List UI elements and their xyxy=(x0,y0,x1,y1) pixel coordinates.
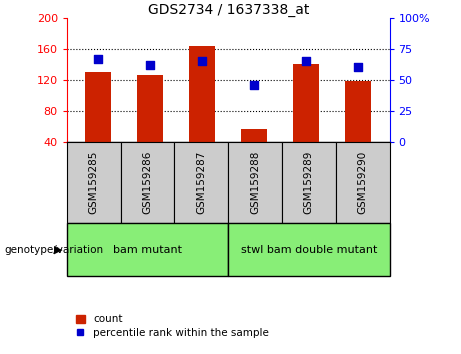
Point xyxy=(147,62,154,68)
Bar xyxy=(85,72,111,142)
Title: GDS2734 / 1637338_at: GDS2734 / 1637338_at xyxy=(148,3,309,17)
Bar xyxy=(228,142,282,223)
Text: GSM159290: GSM159290 xyxy=(358,151,368,214)
Bar xyxy=(67,142,121,223)
Text: GSM159286: GSM159286 xyxy=(142,150,153,214)
Bar xyxy=(67,223,228,276)
Text: GSM159288: GSM159288 xyxy=(250,150,260,214)
Bar xyxy=(189,46,215,142)
Text: GSM159285: GSM159285 xyxy=(89,150,99,214)
Point xyxy=(199,58,206,64)
Point xyxy=(95,56,102,62)
Text: stwl bam double mutant: stwl bam double mutant xyxy=(241,245,377,255)
Bar xyxy=(121,142,174,223)
Point xyxy=(302,58,310,64)
Point xyxy=(250,82,258,87)
Point xyxy=(355,64,362,70)
Bar xyxy=(228,223,390,276)
Bar xyxy=(174,142,228,223)
Bar xyxy=(241,129,267,142)
Bar xyxy=(282,142,336,223)
Legend: count, percentile rank within the sample: count, percentile rank within the sample xyxy=(72,310,273,342)
Bar xyxy=(137,75,163,142)
Bar xyxy=(336,142,390,223)
Bar xyxy=(345,81,371,142)
Text: ▶: ▶ xyxy=(54,245,62,255)
Text: GSM159289: GSM159289 xyxy=(304,150,314,214)
Text: bam mutant: bam mutant xyxy=(113,245,182,255)
Bar xyxy=(293,64,319,142)
Text: GSM159287: GSM159287 xyxy=(196,150,207,214)
Text: genotype/variation: genotype/variation xyxy=(5,245,104,255)
